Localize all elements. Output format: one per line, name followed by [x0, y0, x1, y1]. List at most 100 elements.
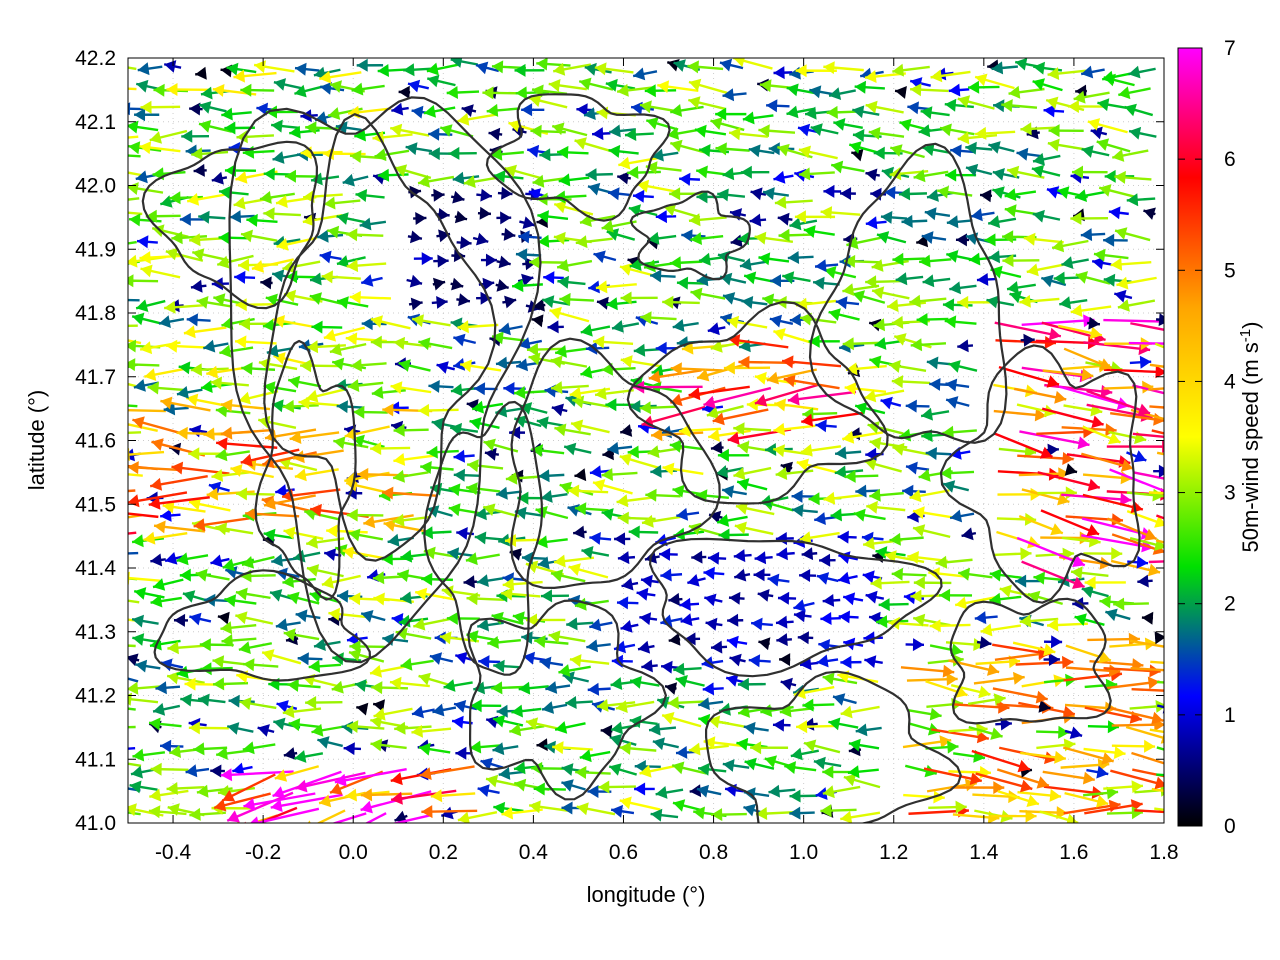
wind-arrow-head	[864, 655, 877, 668]
wind-arrow	[728, 127, 769, 141]
wind-arrow	[840, 705, 880, 719]
wind-arrow-head	[662, 462, 675, 476]
wind-arrow-head	[496, 279, 509, 292]
wind-arrow	[920, 106, 950, 120]
wind-arrow-head	[669, 187, 681, 201]
wind-arrow-head	[241, 556, 255, 569]
wind-arrow-head	[530, 124, 542, 138]
wind-arrow-head	[1092, 256, 1105, 270]
wind-arrow-head	[263, 528, 276, 542]
wind-arrow-head	[438, 208, 450, 221]
wind-arrow	[491, 331, 526, 345]
wind-arrow	[748, 144, 775, 158]
wind-arrow-head	[784, 761, 796, 774]
wind-arrow	[1109, 706, 1164, 725]
wind-arrow	[128, 551, 139, 555]
wind-arrow	[992, 687, 1048, 704]
wind-arrow-shaft	[128, 404, 138, 408]
wind-arrow-head	[968, 252, 981, 266]
wind-arrow	[1074, 613, 1105, 627]
wind-arrow	[647, 231, 677, 245]
wind-arrow-head	[634, 760, 646, 773]
wind-arrow	[218, 231, 250, 245]
wind-arrow-head	[690, 287, 703, 301]
wind-arrow-head	[274, 769, 288, 782]
wind-arrow-head	[789, 806, 801, 820]
wind-arrow-head	[757, 589, 770, 602]
wind-arrow	[837, 530, 857, 544]
wind-arrow-head	[647, 445, 660, 459]
wind-arrow	[926, 189, 954, 202]
wind-arrow-head	[421, 572, 433, 586]
wind-arrow	[128, 66, 137, 71]
wind-arrow	[645, 117, 679, 131]
wind-arrow-head	[139, 141, 152, 155]
wind-arrow	[608, 763, 638, 776]
wind-arrow-shaft	[128, 408, 166, 413]
wind-arrow	[1090, 126, 1108, 140]
wind-arrow-head	[295, 779, 308, 793]
wind-arrow-head	[1107, 720, 1119, 734]
wind-arrow	[950, 781, 1005, 795]
wind-arrow-head	[748, 654, 761, 668]
wind-arrow-head	[189, 807, 201, 821]
wind-arrow	[725, 674, 746, 687]
wind-arrow-head	[483, 438, 496, 452]
wind-arrow	[636, 587, 656, 601]
wind-arrow-head	[742, 111, 755, 125]
wind-arrow-head	[293, 549, 306, 563]
wind-arrow	[754, 551, 773, 565]
wind-arrow	[1062, 746, 1114, 765]
wind-arrow-head	[746, 398, 758, 412]
wind-arrow-head	[539, 656, 552, 670]
wind-arrow-head	[199, 638, 211, 652]
wind-arrow	[775, 467, 814, 480]
wind-arrow	[418, 337, 453, 351]
wind-arrow-head	[631, 101, 643, 115]
wind-arrow-head	[377, 64, 389, 77]
wind-arrow-shaft	[1148, 560, 1164, 564]
wind-arrow	[1132, 432, 1164, 439]
wind-arrow-head	[232, 762, 245, 776]
wind-arrow-head	[1002, 254, 1014, 268]
wind-arrow-head	[890, 144, 903, 157]
wind-arrow-head	[450, 58, 463, 68]
wind-arrow	[275, 618, 301, 632]
wind-arrow-head	[580, 365, 593, 379]
wind-arrow	[575, 235, 613, 249]
wind-arrow	[791, 504, 818, 517]
wind-arrow-head	[219, 344, 232, 358]
wind-arrow-head	[899, 118, 912, 132]
wind-arrow-head	[262, 649, 275, 662]
wind-arrow-head	[942, 298, 955, 312]
wind-arrow-shaft	[128, 576, 160, 582]
wind-arrow-head	[980, 623, 993, 637]
wind-arrow	[1074, 189, 1106, 202]
wind-arrow-head	[1141, 611, 1154, 625]
wind-arrow-head	[235, 171, 248, 184]
wind-arrow	[477, 784, 500, 797]
wind-arrow-head	[198, 210, 210, 224]
wind-arrow-head	[976, 273, 989, 286]
wind-arrow	[910, 338, 947, 352]
wind-arrow	[610, 804, 635, 818]
wind-arrow-head	[776, 633, 788, 647]
wind-arrow	[598, 780, 636, 794]
wind-arrow-head	[991, 61, 1004, 75]
wind-arrow	[696, 784, 722, 798]
wind-arrow	[418, 403, 459, 417]
wind-arrow-head	[432, 703, 445, 717]
wind-arrow	[450, 277, 464, 291]
wind-arrow	[495, 279, 509, 292]
wind-arrow-head	[370, 442, 382, 455]
wind-arrow-head	[876, 615, 888, 629]
wind-arrow	[946, 215, 973, 229]
wind-arrow-head	[619, 741, 632, 755]
wind-arrow-head	[565, 696, 577, 709]
wind-arrow	[319, 70, 362, 84]
wind-arrow-head	[553, 62, 566, 76]
wind-arrow-head	[884, 186, 896, 200]
wind-arrow	[128, 707, 136, 711]
wind-arrow-head	[828, 308, 841, 321]
wind-arrow-head	[576, 802, 589, 816]
